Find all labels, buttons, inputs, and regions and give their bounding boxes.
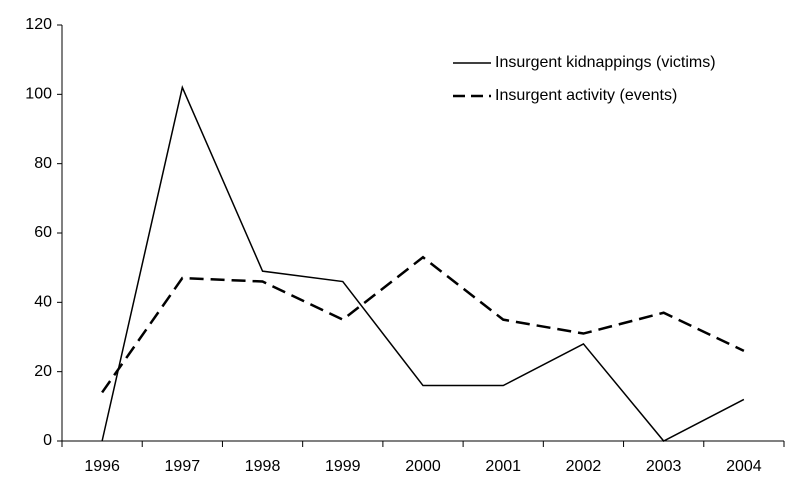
- x-tick-label: 1998: [245, 458, 281, 475]
- y-tick-label: 80: [34, 155, 52, 172]
- y-tick-label: 60: [34, 224, 52, 241]
- series-line: [101, 85, 745, 442]
- y-tick-label: 100: [25, 86, 52, 103]
- series-line: [101, 255, 745, 394]
- y-tick-label: 120: [25, 16, 52, 33]
- x-tick-label: 2003: [646, 458, 682, 475]
- x-tick-label: 2001: [485, 458, 521, 475]
- legend-label: Insurgent kidnappings (victims): [495, 54, 716, 71]
- x-tick-label: 1996: [84, 458, 120, 475]
- x-tick-label: 2002: [566, 458, 602, 475]
- x-tick-label: 2000: [405, 458, 441, 475]
- x-tick-label: 1997: [165, 458, 201, 475]
- x-tick-label: 1999: [325, 458, 361, 475]
- y-tick-label: 0: [43, 432, 52, 449]
- legend-label: Insurgent activity (events): [495, 87, 677, 104]
- y-tick-label: 40: [34, 294, 52, 311]
- y-tick-label: 20: [34, 363, 52, 380]
- x-tick-label: 2004: [726, 458, 762, 475]
